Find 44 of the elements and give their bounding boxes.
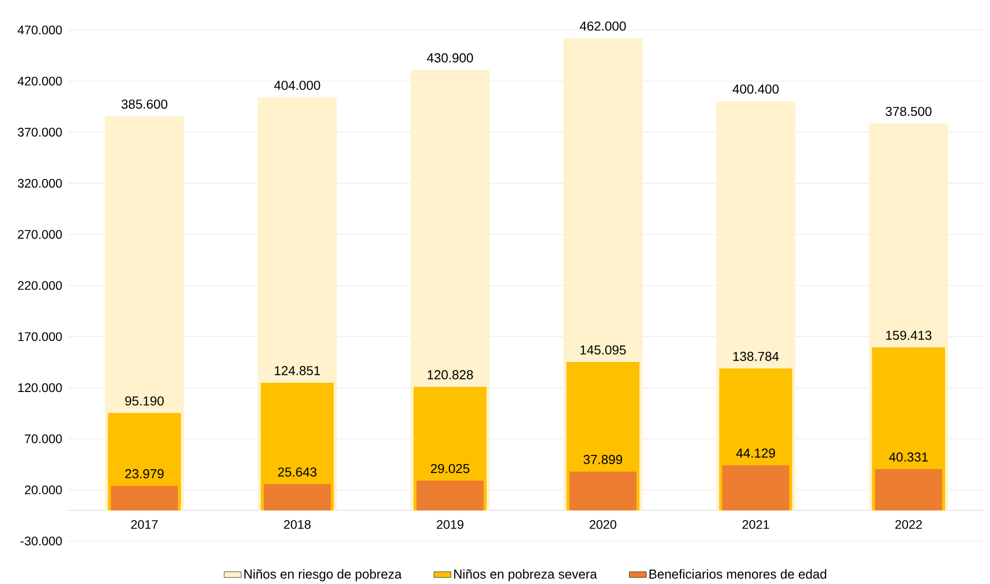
- data-label: 29.025: [430, 464, 470, 474]
- data-label: 95.190: [125, 396, 164, 406]
- y-tick-label: 470.000: [18, 26, 62, 34]
- data-label: 120.828: [428, 370, 473, 380]
- x-tick-label: 2019: [436, 520, 464, 529]
- bar: [264, 484, 331, 510]
- bar: [722, 465, 790, 510]
- x-tick-label: 2018: [284, 520, 311, 529]
- y-tick-label: 420.000: [18, 76, 62, 86]
- data-label: 404.000: [274, 80, 320, 90]
- data-label: 138.784: [733, 352, 779, 361]
- y-tick-label: 20.000: [24, 485, 62, 494]
- data-label: 159.413: [886, 330, 932, 340]
- legend-label: Niños en riesgo de pobreza: [244, 569, 402, 582]
- y-tick-label: 220.000: [18, 281, 62, 290]
- data-label: 430.900: [426, 53, 473, 62]
- x-tick-label: 2021: [742, 520, 769, 529]
- legend-label: Beneficiarios menores de edad: [650, 569, 826, 579]
- data-label: 462.000: [580, 21, 626, 31]
- data-label: 37.899: [584, 454, 622, 464]
- data-label: 378.500: [886, 106, 932, 116]
- x-tick-label: 2022: [895, 520, 922, 529]
- data-label: 145.095: [580, 345, 626, 355]
- y-tick-label: 120.000: [18, 383, 62, 392]
- data-label: 124.851: [274, 366, 320, 376]
- y-tick-label: 170.000: [18, 332, 62, 341]
- y-tick-label: 270.000: [18, 230, 62, 239]
- bar: [569, 472, 636, 510]
- x-tick-label: 2020: [590, 520, 616, 529]
- x-tick-label: 2017: [131, 520, 158, 529]
- data-label: 23.979: [125, 469, 164, 478]
- y-tick-label: 320.000: [18, 178, 62, 188]
- data-label: 400.400: [732, 84, 779, 94]
- y-tick-label: 70.000: [24, 434, 62, 444]
- data-label: 44.129: [736, 448, 775, 458]
- bar: [110, 486, 178, 510]
- data-label: 385.600: [122, 100, 168, 109]
- bar: [416, 480, 484, 510]
- bar: [875, 469, 942, 510]
- legend-label: Niños en pobreza severa: [454, 569, 598, 582]
- y-tick-label: 370.000: [18, 128, 62, 137]
- y-tick-label: -30.000: [20, 536, 62, 546]
- data-label: 25.643: [278, 467, 316, 477]
- data-label: 40.331: [889, 452, 928, 462]
